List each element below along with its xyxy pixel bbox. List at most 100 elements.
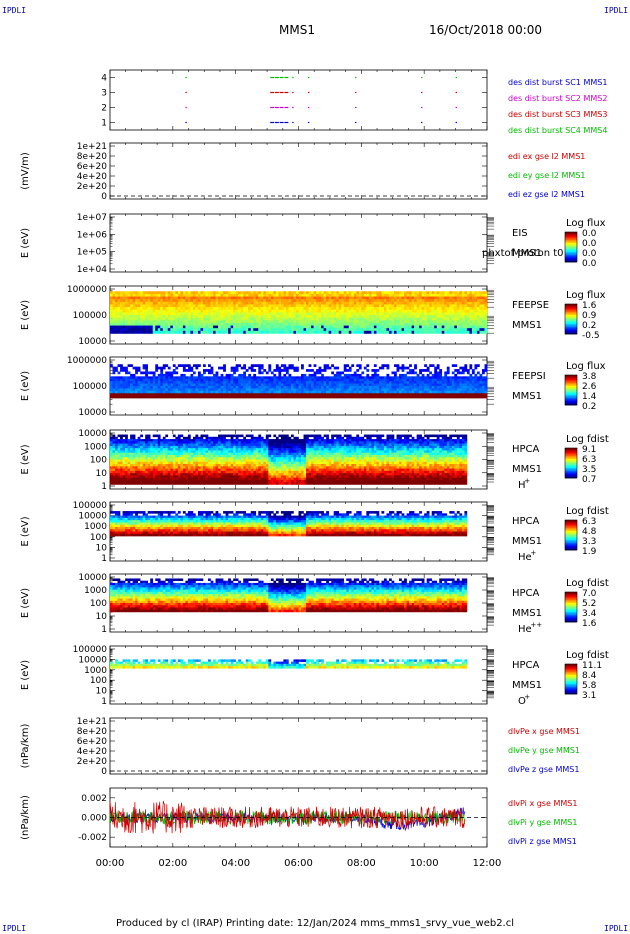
spectrogram-cell [439,369,443,372]
spectrogram-cell [295,393,299,396]
spectrogram-cell [240,378,244,382]
spectrogram-cell [316,299,319,303]
spectrogram-cell [459,376,463,380]
spectrogram-cell [285,386,289,389]
spectrogram-cell [132,436,136,440]
spectrogram-cell [484,312,488,316]
spectrogram-cell [451,378,455,382]
spectrogram-cell [195,301,199,305]
spectrogram-cell [172,301,176,305]
spectrogram-cell [130,445,133,449]
spectrogram-cell [439,395,443,399]
spectrogram-cell [381,312,385,316]
spectrogram-cell [210,322,214,326]
spectrogram-cell [190,291,194,295]
spectrogram-cell [326,301,329,305]
spectrogram-cell [137,376,141,380]
spectrogram-cell [132,315,136,318]
spectrogram-cell [358,296,362,300]
spectrogram-cell [343,325,347,329]
spectrogram-cell [112,459,116,463]
spectrogram-cell [273,317,277,321]
spectrogram-cell [371,322,375,326]
spectrogram-cell [311,301,314,305]
colorbar-swatch [565,311,577,314]
spectrogram-cell [464,383,468,387]
spectrogram-cell [301,366,304,370]
spectrogram-cell [117,320,121,324]
spectrogram-cell [351,386,355,389]
spectrogram-cell [446,371,450,375]
spectrogram-cell [225,320,229,324]
spectrogram-cell [386,386,390,389]
spectrogram-cell [474,307,478,311]
spectrogram-cell [431,315,435,318]
spectrogram-cell [446,378,450,382]
spectrogram-cell [235,328,239,332]
spectrogram-cell [464,376,468,380]
spectrogram-cell [285,369,289,372]
spectrogram-cell [187,390,191,394]
spectrogram-cell [197,393,201,396]
spectrogram-cell [127,461,131,465]
spectrogram-cell [208,328,211,332]
spectrogram-cell [351,395,355,399]
spectrogram-cell [275,366,279,370]
spectrogram-cell [386,320,390,324]
spectrogram-cell [454,320,458,324]
spectrogram-cell [132,381,136,384]
spectrogram-cell [331,317,334,321]
spectrogram-cell [446,320,450,324]
spectrogram-cell [361,328,365,332]
spectrogram-cell [275,309,279,313]
spectrogram-cell [301,330,304,334]
spectrogram-cell [338,325,342,329]
spectrogram-cell [446,301,450,305]
spectrogram-cell [205,304,209,308]
spectrogram-cell [280,369,284,372]
spectrogram-cell [122,459,126,463]
spectrogram-cell [444,312,448,316]
spectrogram-cell [122,461,126,465]
spectrogram-cell [122,328,126,332]
spectrogram-cell [202,315,206,318]
spectrogram-cell [466,393,470,396]
spectrogram-cell [288,322,292,326]
spectrogram-cell [233,366,236,370]
spectrogram-cell [155,364,159,367]
spectrogram-cell [155,381,159,384]
spectrogram-cell [117,328,121,332]
spectrogram-cell [331,325,334,329]
spectrogram-cell [238,317,241,321]
spectrogram-cell [484,386,488,389]
spectrogram-cell [308,301,312,305]
spectrogram-cell [474,381,478,384]
spectrogram-cell [484,395,488,399]
spectrogram-cell [120,388,123,392]
spectrogram-cell [446,330,450,334]
spectrogram-cell [404,315,407,318]
spectrogram-cell [323,378,327,382]
spectrogram-cell [255,395,259,399]
spectrogram-cell [200,299,204,303]
spectrogram-cell [120,328,123,332]
spectrogram-cell [270,325,274,329]
colorbar-swatch [565,305,577,308]
spectrogram-cell [235,301,239,305]
spectrogram-cell [464,304,468,308]
spectrogram-cell [326,315,329,318]
spectrogram-cell [228,328,231,332]
spectrogram-cell [140,328,143,332]
spectrogram-cell [172,299,176,303]
spectrogram-cell [145,299,148,303]
spectrogram-cell [388,293,392,297]
spectrogram-cell [358,373,362,377]
spectrogram-cell [409,317,412,321]
spectrogram-cell [283,293,287,297]
spectrogram-cell [351,393,355,396]
spectrogram-cell [152,388,156,392]
spectrogram-cell [187,320,191,324]
y-axis-label: E (eV) [20,300,31,330]
spectrogram-cell [434,309,438,313]
spectrogram-cell [288,378,292,382]
